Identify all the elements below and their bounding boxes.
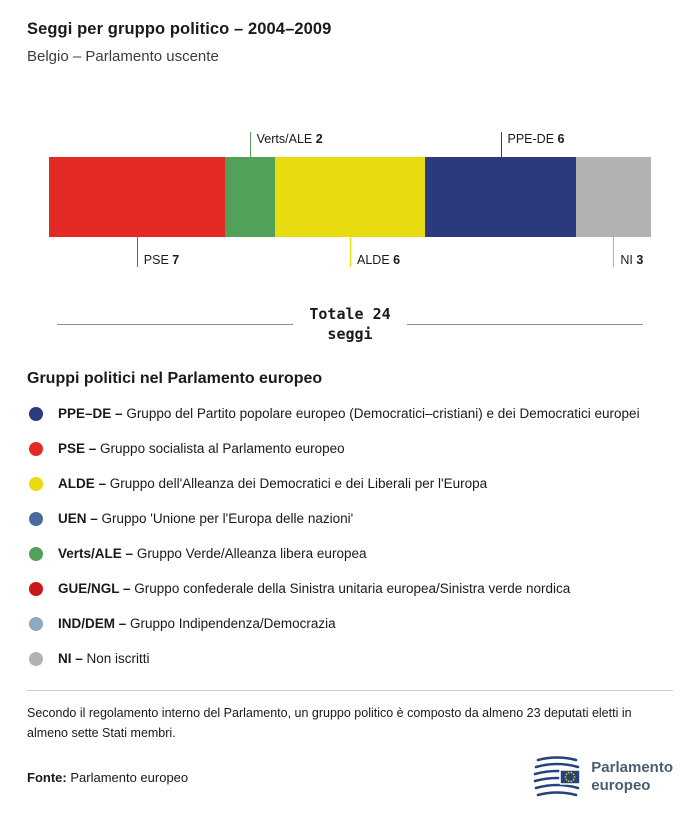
eu-flag-icon <box>559 769 582 785</box>
legend-dot-icon <box>29 511 43 526</box>
legend-abbr: Verts/ALE – <box>58 546 134 561</box>
legend-abbr: PPE–DE – <box>58 406 123 421</box>
segment-name: Verts/ALE <box>256 132 313 146</box>
bar-segment-pse <box>49 157 225 237</box>
total-seats-line1: Totale 24 <box>309 305 391 323</box>
segment-seats: 6 <box>557 132 565 146</box>
legend: Gruppi politici nel Parlamento europeo P… <box>27 370 673 676</box>
total-divider-right <box>406 324 643 325</box>
bar-label-ni: NI 3 <box>613 237 643 267</box>
bar-label-ppe-de: PPE-DE 6 <box>500 132 565 157</box>
segment-seats: 2 <box>315 132 323 146</box>
legend-abbr: PSE – <box>58 441 97 456</box>
segment-name: NI <box>620 253 633 267</box>
legend-desc: Gruppo Verde/Alleanza libera europea <box>136 546 367 561</box>
bar-segment-ni <box>575 157 651 237</box>
legend-dot-icon <box>29 476 43 491</box>
legend-dot-icon <box>29 616 43 631</box>
logo-line1: Parlamento <box>591 759 673 776</box>
bar-label-verts-ale: Verts/ALE 2 <box>249 132 323 157</box>
segment-seats: 6 <box>393 253 401 267</box>
total-seats-line2: seggi <box>327 324 373 343</box>
bar-label-pse: PSE 7 <box>136 237 180 267</box>
hemicycle-logo-icon <box>533 756 582 797</box>
segment-seats: 3 <box>636 253 644 267</box>
page-subtitle: Belgio – Parlamento uscente <box>27 48 219 65</box>
segment-name: PSE <box>143 253 169 267</box>
stacked-bar <box>49 157 651 237</box>
bar-segment-ppe-de <box>425 157 576 237</box>
legend-item-ni: NI – Non iscritti <box>27 641 673 676</box>
legend-desc: Gruppo dell'Alleanza dei Democratici e d… <box>109 476 488 491</box>
legend-item-uen: UEN – Gruppo 'Unione per l'Europa delle … <box>27 501 673 536</box>
legend-abbr: ALDE – <box>58 476 107 491</box>
segment-seats: 7 <box>172 253 180 267</box>
legend-dot-icon <box>29 581 43 596</box>
legend-item-ind-dem: IND/DEM – Gruppo Indipendenza/Democrazia <box>27 606 673 641</box>
legend-item-gue-ngl: GUE/NGL – Gruppo confederale della Sinis… <box>27 571 673 606</box>
legend-desc: Gruppo Indipendenza/Democrazia <box>130 616 336 631</box>
legend-item-pse: PSE – Gruppo socialista al Parlamento eu… <box>27 431 673 466</box>
legend-item-alde: ALDE – Gruppo dell'Alleanza dei Democrat… <box>27 466 673 501</box>
bar-label-alde: ALDE 6 <box>350 237 400 267</box>
seats-stacked-bar-chart: Verts/ALE 2 PPE-DE 6 PSE 7 ALDE 6 <box>49 109 651 281</box>
bar-segment-alde <box>274 157 426 237</box>
legend-item-ppe-de: PPE–DE – Gruppo del Partito popolare eur… <box>27 396 673 431</box>
logo-line2: europeo <box>591 777 651 794</box>
european-parliament-logo: Parlamento europeo <box>533 755 673 799</box>
total-seats-label: Totale 24 seggi <box>309 305 390 344</box>
legend-abbr: UEN – <box>58 511 98 526</box>
legend-item-verts-ale: Verts/ALE – Gruppo Verde/Alleanza libera… <box>27 536 673 571</box>
legend-desc: Gruppo 'Unione per l'Europa delle nazion… <box>101 511 354 526</box>
source-text: Parlamento europeo <box>70 769 189 785</box>
legend-dot-icon <box>29 651 43 666</box>
source-label: Fonte: <box>27 769 67 785</box>
segment-name: ALDE <box>357 253 390 267</box>
legend-desc: Non iscritti <box>86 651 150 666</box>
legend-dot-icon <box>29 406 43 421</box>
legend-heading: Gruppi politici nel Parlamento europeo <box>27 370 323 387</box>
footer-divider <box>27 690 673 691</box>
legend-desc: Gruppo confederale della Sinistra unitar… <box>134 581 571 596</box>
legend-abbr: NI – <box>58 651 83 666</box>
page-title: Seggi per gruppo politico – 2004–2009 <box>27 20 332 38</box>
bar-segment-verts-ale <box>224 157 275 237</box>
legend-abbr: GUE/NGL – <box>58 581 131 596</box>
source-line: Fonte: Parlamento europeo <box>27 770 188 785</box>
segment-name: PPE-DE <box>507 132 555 146</box>
legend-dot-icon <box>29 441 43 456</box>
bar-labels-above: Verts/ALE 2 PPE-DE 6 <box>49 109 651 157</box>
legend-abbr: IND/DEM – <box>58 616 127 631</box>
bar-labels-below: PSE 7 ALDE 6 NI 3 <box>49 237 651 281</box>
footnote: Secondo il regolamento interno del Parla… <box>27 706 632 740</box>
logo-wordmark: Parlamento europeo <box>591 759 673 795</box>
total-divider-left <box>57 324 294 325</box>
legend-desc: Gruppo socialista al Parlamento europeo <box>100 441 345 456</box>
legend-desc: Gruppo del Partito popolare europeo (Dem… <box>126 406 640 421</box>
total-seats-row: Totale 24 seggi <box>57 305 643 344</box>
legend-dot-icon <box>29 546 43 561</box>
footer-row: Fonte: Parlamento europeo <box>27 755 673 799</box>
